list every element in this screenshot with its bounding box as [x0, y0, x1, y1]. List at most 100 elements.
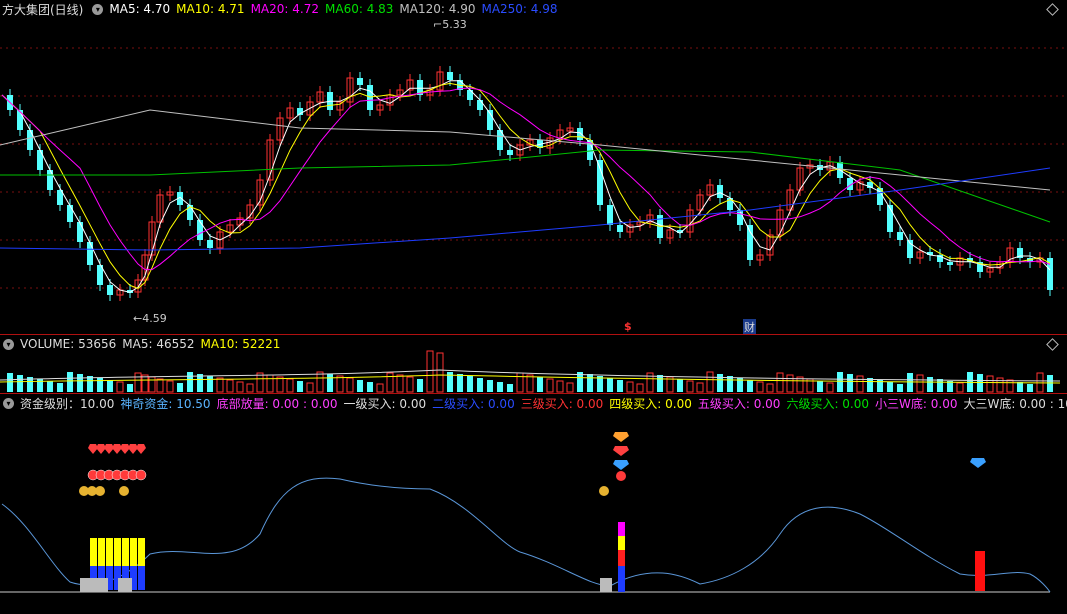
- buy2-legend: 二级买入: 0.00: [432, 396, 515, 411]
- fund-level-line: [1, 477, 1051, 593]
- volume-bar: [286, 378, 294, 393]
- candle-body: [177, 192, 183, 205]
- buy4-bar: [618, 536, 625, 550]
- volume-bar: [837, 372, 843, 392]
- volume-bar: [327, 374, 333, 392]
- red-ball-icon: [616, 471, 626, 481]
- ma10-legend: MA10: 4.71: [176, 2, 245, 16]
- volume-bar: [607, 378, 613, 392]
- buy1-legend: 一级买入: 0.00: [343, 396, 427, 411]
- buy4-bar: [90, 538, 97, 566]
- candle-body: [107, 285, 113, 295]
- volume-bar: [487, 380, 493, 392]
- signal-marker-s[interactable]: $: [624, 320, 632, 333]
- fund-level-chart[interactable]: [0, 394, 1067, 614]
- money-bag-icon: [79, 486, 89, 496]
- volume-bar: [727, 376, 733, 392]
- candle-body: [626, 224, 634, 233]
- volume-chart[interactable]: [0, 335, 1067, 393]
- magic-fund-legend: 神奇资金: 10.50: [120, 396, 211, 411]
- volume-bar: [587, 374, 593, 392]
- candle-body: [577, 128, 583, 140]
- bottom-volume-bar: [600, 578, 612, 592]
- candle-body: [877, 188, 883, 205]
- volume-bar: [297, 381, 303, 392]
- candle-body: [916, 251, 924, 259]
- candle-body: [677, 230, 683, 233]
- volume-bar: [77, 374, 83, 392]
- small-w-bar: [975, 551, 985, 591]
- diamond-icon: [613, 432, 629, 442]
- ma250-legend: MA250: 4.98: [481, 2, 558, 16]
- buy3-bar: [618, 550, 625, 566]
- candle-body: [316, 91, 324, 103]
- candle-body: [148, 221, 156, 256]
- volume-bar: [956, 382, 964, 393]
- candle-body: [597, 160, 603, 205]
- diamond-icon: [104, 444, 114, 454]
- volume-bar: [246, 383, 254, 393]
- volume-bar: [207, 376, 213, 392]
- volume-bar: [986, 375, 994, 393]
- money-bag-icon: [119, 486, 129, 496]
- volume-bar: [436, 352, 444, 393]
- candle-body: [187, 205, 193, 220]
- candle-body: [27, 130, 33, 150]
- candle-body: [617, 225, 623, 232]
- volume-bar: [977, 374, 983, 392]
- volume-bar: [57, 383, 63, 392]
- candle-body: [87, 242, 93, 265]
- price-panel[interactable]: 方大集团(日线) ▾ MA5: 4.70 MA10: 4.71 MA20: 4.…: [0, 0, 1067, 335]
- indicator-panel-header: ▾ 资金级别：10.00 神奇资金: 10.50 底部放量: 0.00 : 0.…: [0, 394, 1067, 412]
- dropdown-circle-icon[interactable]: ▾: [3, 397, 14, 409]
- volume-bar: [766, 383, 774, 393]
- volume-bar: [507, 384, 513, 392]
- volume-bar: [497, 382, 503, 392]
- candle-body: [727, 198, 733, 210]
- big-w-legend: 大三W底: 0.00 : 10.50: [963, 396, 1067, 411]
- finance-marker[interactable]: 财: [743, 319, 756, 335]
- diamond-icon: [970, 458, 986, 468]
- candle-body: [786, 189, 794, 211]
- volume-bar: [537, 377, 543, 392]
- volume-bar: [127, 384, 133, 392]
- volume-bar: [597, 376, 603, 392]
- volume-bar: [1027, 384, 1033, 392]
- volume-bar: [266, 374, 274, 393]
- candle-body: [756, 254, 764, 261]
- volume-bar: [187, 372, 193, 392]
- candle-body: [37, 150, 43, 170]
- diamond-icon: [96, 444, 106, 454]
- volume-panel[interactable]: ▾ VOLUME: 53656 MA5: 46552 MA10: 52221: [0, 335, 1067, 393]
- volume-panel-header: ▾ VOLUME: 53656 MA5: 46552 MA10: 52221: [0, 335, 286, 353]
- volume-bar: [796, 376, 804, 393]
- volume-bar: [916, 374, 924, 393]
- volume-bar: [756, 381, 764, 393]
- buy4-bar: [130, 538, 137, 566]
- candle-body: [297, 108, 303, 115]
- volume-bar: [67, 372, 73, 392]
- diamond-icon: [128, 444, 138, 454]
- candle-body: [747, 225, 753, 260]
- buy3-legend: 三级买入: 0.00: [520, 396, 604, 411]
- volume-bar: [256, 372, 264, 393]
- volume-bar: [156, 378, 164, 393]
- candle-body: [477, 100, 483, 110]
- volume-bar: [937, 379, 943, 392]
- volume-bar: [867, 378, 873, 392]
- volume-bar: [97, 378, 103, 392]
- volume-bar: [887, 382, 893, 392]
- dropdown-circle-icon[interactable]: ▾: [92, 3, 104, 15]
- ma60-legend: MA60: 4.83: [325, 2, 394, 16]
- candle-body: [856, 181, 864, 191]
- buy2-bar: [138, 566, 145, 590]
- candle-body: [346, 77, 354, 103]
- candlestick-chart[interactable]: [0, 0, 1067, 334]
- indicator-panel[interactable]: ▾ 资金级别：10.00 神奇资金: 10.50 底部放量: 0.00 : 0.…: [0, 394, 1067, 614]
- low-price-label: ←4.59: [133, 312, 167, 325]
- volume-bar: [677, 379, 683, 392]
- candle-body: [216, 231, 224, 249]
- dropdown-circle-icon[interactable]: ▾: [3, 338, 14, 350]
- volume-bar: [626, 381, 634, 393]
- volume-bar: [141, 374, 149, 393]
